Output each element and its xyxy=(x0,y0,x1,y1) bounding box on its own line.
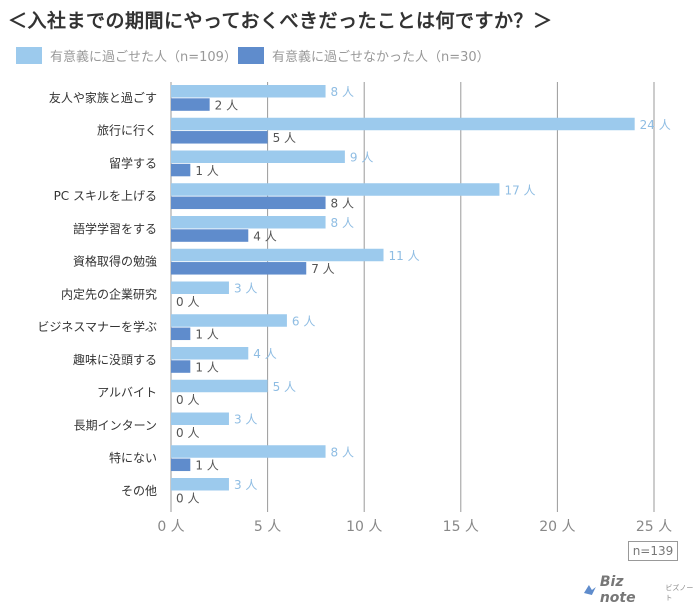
data-label: 4 人 xyxy=(253,347,276,361)
logo-text: Biz note xyxy=(599,574,636,606)
chart-title: ＜入社までの期間にやっておくべきだったことは何ですか？＞ xyxy=(8,10,553,32)
data-label: 5 人 xyxy=(273,131,296,145)
bar-light xyxy=(171,314,287,327)
bar-light xyxy=(171,248,384,262)
data-label: 3 人 xyxy=(234,413,257,427)
legend-label-light: 有意義に過ごせた人（n=109） xyxy=(50,50,237,65)
logo-subtext: ビズノート xyxy=(665,583,694,602)
bar-light xyxy=(171,150,345,163)
category-label: 旅行に行く xyxy=(97,124,157,138)
data-label: 9 人 xyxy=(350,151,373,165)
category-label: その他 xyxy=(121,484,157,498)
bar-light xyxy=(171,117,635,131)
bar-dark xyxy=(171,458,191,472)
data-label: 1 人 xyxy=(195,328,218,342)
category-label: 資格取得の勉強 xyxy=(73,254,157,269)
category-label: 友人や家族と過ごす xyxy=(49,90,157,105)
data-label: 8 人 xyxy=(331,197,354,211)
bar-dark xyxy=(171,163,191,177)
x-tick-label: 20 人 xyxy=(539,519,575,535)
data-label: 1 人 xyxy=(195,459,218,473)
data-label: 5 人 xyxy=(273,380,296,394)
bar-light xyxy=(171,85,326,98)
bar-light xyxy=(171,412,229,425)
data-label: 8 人 xyxy=(331,445,354,459)
bar-light xyxy=(171,379,268,393)
data-label: 11 人 xyxy=(389,249,420,263)
legend-swatch-dark xyxy=(238,47,264,64)
category-label: 内定先の企業研究 xyxy=(61,286,157,301)
data-label: 4 人 xyxy=(253,229,276,243)
bar-light xyxy=(171,216,326,229)
data-label: 0 人 xyxy=(176,491,199,505)
legend-swatch-light xyxy=(16,47,42,64)
bar-light xyxy=(171,183,500,196)
legend: 有意義に過ごせた人（n=109） 有意義に過ごせなかった人（n=30） xyxy=(16,46,696,68)
x-tick-label: 25 人 xyxy=(636,519,672,535)
data-label: 8 人 xyxy=(331,85,354,99)
bar-dark xyxy=(171,196,326,210)
category-label: 語学学習をする xyxy=(73,221,157,236)
bar-dark xyxy=(171,360,191,373)
bar-light xyxy=(171,445,326,458)
x-tick-label: 10 人 xyxy=(346,519,382,535)
data-label: 17 人 xyxy=(504,183,535,197)
sample-size-note: n=139 xyxy=(628,541,678,561)
data-label: 1 人 xyxy=(195,164,218,178)
bar-dark xyxy=(171,131,268,144)
data-label: 24 人 xyxy=(640,118,671,132)
bar-dark xyxy=(171,327,191,341)
category-label: 特にない xyxy=(109,450,157,465)
category-label: アルバイト xyxy=(97,386,157,400)
bar-light xyxy=(171,347,249,360)
x-tick-label: 0 人 xyxy=(157,519,184,535)
category-label: 長期インターン xyxy=(74,418,157,432)
bar-dark xyxy=(171,98,210,111)
data-label: 0 人 xyxy=(176,295,199,309)
x-tick-label: 5 人 xyxy=(254,519,281,535)
legend-label-dark: 有意義に過ごせなかった人（n=30） xyxy=(272,50,490,65)
x-tick-label: 15 人 xyxy=(443,519,479,535)
data-label: 0 人 xyxy=(176,426,199,440)
data-label: 0 人 xyxy=(176,393,199,407)
data-label: 3 人 xyxy=(234,478,257,492)
bar-dark xyxy=(171,262,307,275)
legend-item-light: 有意義に過ごせた人（n=109） xyxy=(16,46,237,65)
data-label: 6 人 xyxy=(292,314,315,328)
data-label: 1 人 xyxy=(195,360,218,374)
category-label: 留学する xyxy=(109,155,157,170)
category-label: PC スキルを上げる xyxy=(54,189,157,203)
data-label: 2 人 xyxy=(215,98,238,112)
logo: Biz note ビズノート xyxy=(583,574,700,606)
legend-item-dark: 有意義に過ごせなかった人（n=30） xyxy=(238,46,490,65)
category-label: 趣味に没頭する xyxy=(73,352,157,367)
category-label: ビジネスマナーを学ぶ xyxy=(37,319,157,334)
data-label: 8 人 xyxy=(331,216,354,230)
bar-dark xyxy=(171,229,249,242)
bar-light xyxy=(171,478,229,491)
bird-logo-icon xyxy=(583,585,596,595)
data-label: 7 人 xyxy=(311,262,334,276)
bar-light xyxy=(171,281,229,294)
data-label: 3 人 xyxy=(234,282,257,296)
